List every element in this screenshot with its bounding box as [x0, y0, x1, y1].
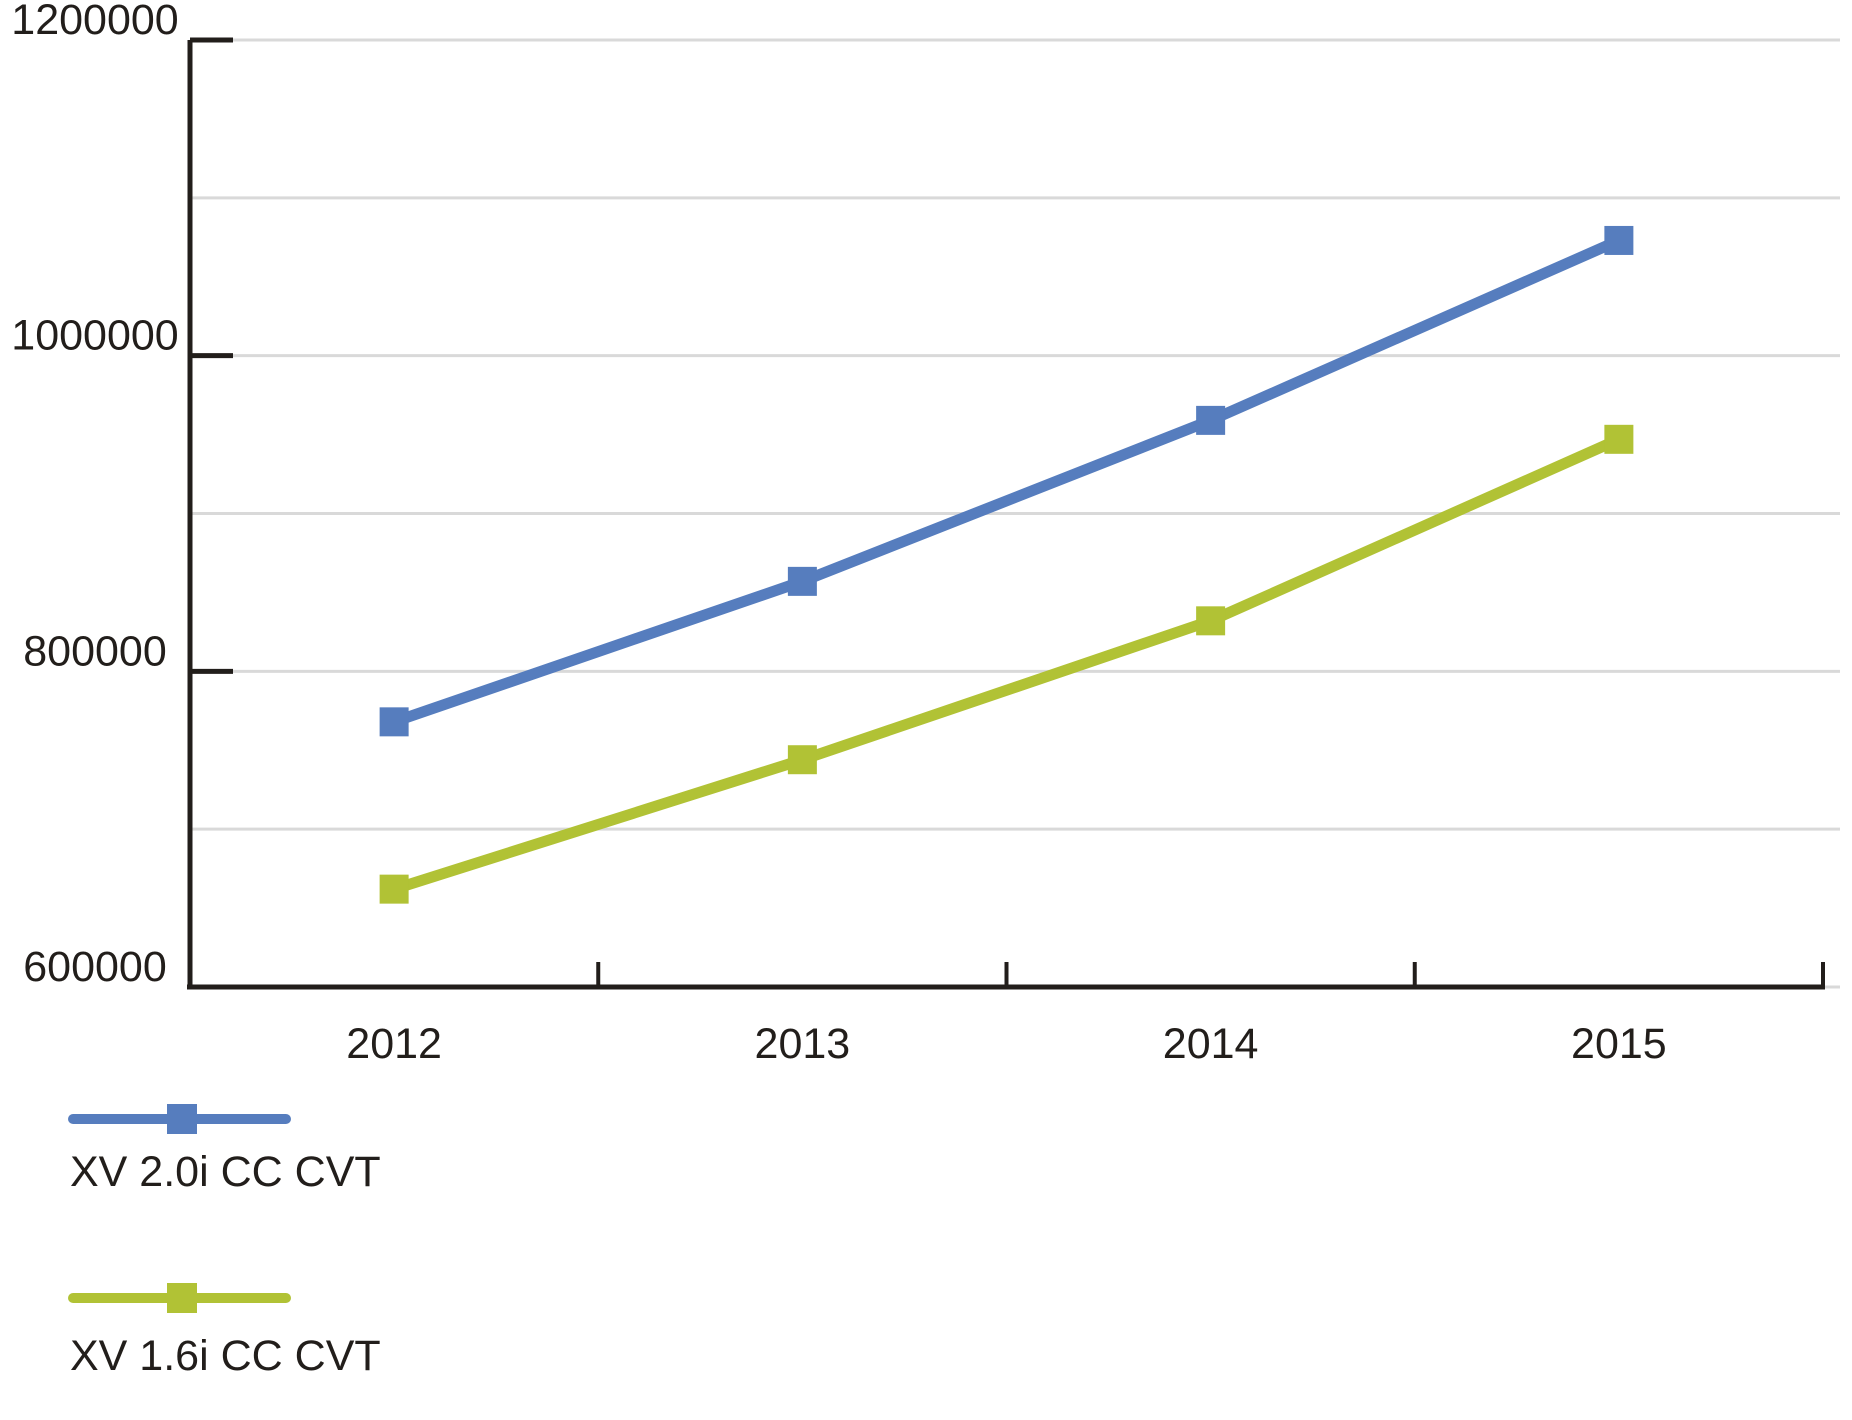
series-marker: [1196, 405, 1226, 435]
series-marker: [787, 745, 817, 775]
x-axis-label: 2014: [1163, 1020, 1259, 1068]
legend-label: XV 2.0i CC CVT: [70, 1148, 381, 1196]
x-axis-label: 2013: [755, 1020, 851, 1068]
series-line-xv-2-0i: [392, 235, 1622, 728]
series-marker: [787, 566, 817, 596]
series-marker: [1604, 225, 1634, 255]
legend-marker: [167, 1104, 197, 1134]
x-axis-label: 2015: [1571, 1020, 1667, 1068]
series-line-xv-1-6i: [392, 434, 1622, 895]
legend-label: XV 1.6i CC CVT: [70, 1332, 381, 1380]
series-marker: [1604, 424, 1634, 454]
y-axis-label: 1000000: [11, 312, 178, 360]
series-marker: [379, 874, 409, 904]
series-marker: [1196, 606, 1226, 636]
y-axis-label: 1200000: [11, 0, 178, 44]
x-axis-label: 2012: [346, 1020, 442, 1068]
y-axis-label: 800000: [23, 627, 167, 675]
y-axis-label: 600000: [23, 943, 167, 991]
series-marker: [379, 707, 409, 737]
legend-marker: [167, 1283, 197, 1313]
